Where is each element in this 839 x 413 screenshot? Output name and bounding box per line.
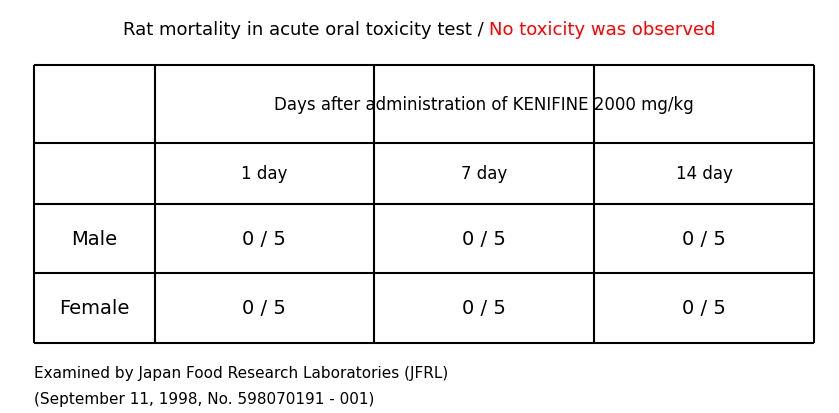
Text: 0 / 5: 0 / 5 <box>462 230 506 249</box>
Text: (September 11, 1998, No. 598070191 - 001): (September 11, 1998, No. 598070191 - 001… <box>34 392 374 406</box>
Text: Rat mortality in acute oral toxicity test /: Rat mortality in acute oral toxicity tes… <box>123 21 489 38</box>
Text: 14 day: 14 day <box>675 165 732 183</box>
Text: 0 / 5: 0 / 5 <box>462 299 506 318</box>
Text: Female: Female <box>59 299 129 318</box>
Text: Days after administration of KENIFINE 2000 mg/kg: Days after administration of KENIFINE 20… <box>274 96 694 114</box>
Text: 0 / 5: 0 / 5 <box>242 299 286 318</box>
Text: Examined by Japan Food Research Laboratories (JFRL): Examined by Japan Food Research Laborato… <box>34 366 448 380</box>
Text: 7 day: 7 day <box>461 165 508 183</box>
Text: 0 / 5: 0 / 5 <box>242 230 286 249</box>
Text: 0 / 5: 0 / 5 <box>682 299 726 318</box>
Text: 1 day: 1 day <box>241 165 288 183</box>
Text: No toxicity was observed: No toxicity was observed <box>489 21 716 38</box>
Text: Male: Male <box>71 230 117 249</box>
Text: 0 / 5: 0 / 5 <box>682 230 726 249</box>
